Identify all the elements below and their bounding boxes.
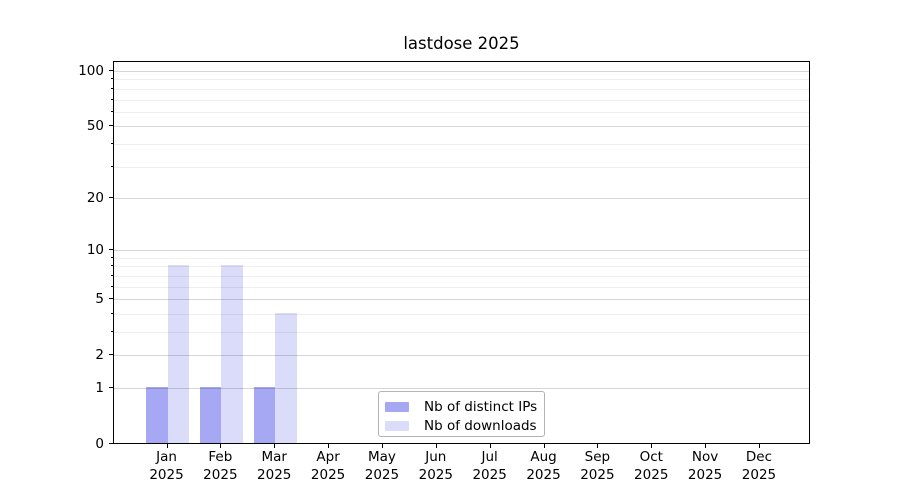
y-tick-mark	[109, 196, 113, 198]
y-tick-mark	[109, 249, 113, 251]
x-tick-label: Jan 2025	[149, 449, 184, 483]
gridline-minor	[114, 275, 809, 277]
x-tick-mark	[705, 444, 707, 448]
y-tick-label: 50	[86, 118, 104, 135]
gridline-minor	[114, 266, 809, 268]
y-tick-mark	[109, 298, 113, 300]
legend-swatch	[385, 401, 409, 412]
x-tick-mark	[328, 444, 330, 448]
legend-label: Nb of distinct IPs	[424, 398, 538, 415]
y-tick-mark	[109, 70, 113, 72]
x-tick-mark	[651, 444, 653, 448]
gridline-minor	[114, 286, 809, 288]
gridline-minor	[114, 143, 809, 145]
gridline-minor	[114, 88, 809, 90]
y-tick-label: 5	[95, 291, 104, 308]
gridline-minor	[114, 79, 809, 81]
legend-swatch	[385, 420, 409, 431]
plot-area	[113, 61, 810, 444]
x-tick-mark	[489, 444, 491, 448]
legend-label: Nb of downloads	[424, 417, 537, 434]
x-tick-mark	[435, 444, 437, 448]
bar-downloads	[167, 265, 189, 443]
x-tick-label: Nov 2025	[687, 449, 723, 483]
y-tick-label: 10	[86, 242, 104, 259]
y-minor-tick-mark	[110, 78, 113, 80]
y-minor-tick-mark	[110, 98, 113, 100]
bars-layer	[114, 62, 809, 443]
x-tick-mark	[597, 444, 599, 448]
x-tick-label: Sep 2025	[580, 449, 615, 483]
gridline-minor	[114, 313, 809, 315]
x-tick-label: Jun 2025	[418, 449, 453, 483]
y-minor-tick-mark	[110, 256, 113, 258]
x-tick-mark	[543, 444, 545, 448]
y-minor-tick-mark	[110, 265, 113, 267]
x-tick-label: Apr 2025	[310, 449, 346, 483]
x-tick-label: Aug 2025	[526, 449, 561, 483]
gridline-minor	[114, 166, 809, 168]
x-tick-mark	[166, 444, 168, 448]
gridline-minor	[114, 99, 809, 101]
gridline-minor	[114, 331, 809, 333]
y-tick-label: 20	[86, 189, 104, 206]
x-tick-label: Feb 2025	[203, 449, 238, 483]
legend-item: Nb of downloads	[385, 416, 544, 435]
x-tick-label: May 2025	[364, 449, 400, 483]
gridline-minor	[114, 111, 809, 113]
y-minor-tick-mark	[110, 142, 113, 144]
x-tick-mark	[220, 444, 222, 448]
x-tick-mark	[274, 444, 276, 448]
y-minor-tick-mark	[110, 312, 113, 314]
legend-items: Nb of distinct IPs Nb of downloads	[385, 397, 544, 435]
y-tick-label: 100	[78, 63, 104, 80]
y-tick-mark	[109, 443, 113, 444]
y-minor-tick-mark	[110, 87, 113, 89]
gridline-minor	[114, 257, 809, 259]
y-tick-label: 0	[95, 436, 104, 452]
y-minor-tick-mark	[110, 110, 113, 112]
grid-layer	[114, 62, 809, 443]
y-minor-tick-mark	[110, 330, 113, 332]
y-tick-mark	[109, 125, 113, 127]
gridline-major	[114, 355, 809, 357]
x-tick-label: Mar 2025	[257, 449, 292, 483]
x-tick-label: Jul 2025	[472, 449, 507, 483]
gridline-major	[114, 71, 809, 73]
gridline-major	[114, 197, 809, 199]
bar-downloads	[275, 312, 297, 443]
chart-title: lastdose 2025	[403, 34, 520, 53]
legend-item: Nb of distinct IPs	[385, 397, 544, 416]
y-minor-tick-mark	[110, 274, 113, 276]
gridline-major	[114, 299, 809, 301]
bar-downloads	[221, 265, 243, 443]
bar-distinct-ips	[146, 387, 168, 443]
y-tick-label: 1	[95, 379, 104, 396]
y-tick-mark	[109, 386, 113, 388]
x-tick-mark	[381, 444, 383, 448]
y-tick-mark	[109, 354, 113, 356]
x-tick-mark	[758, 444, 760, 448]
bar-distinct-ips	[253, 387, 276, 443]
gridline-major	[114, 387, 809, 389]
gridline-major	[114, 250, 809, 252]
y-tick-label: 2	[95, 347, 104, 364]
y-minor-tick-mark	[110, 285, 113, 287]
gridline-major	[114, 126, 809, 128]
y-minor-tick-mark	[110, 165, 113, 167]
legend: Nb of distinct IPs Nb of downloads	[378, 391, 545, 437]
x-tick-label: Oct 2025	[634, 449, 669, 483]
x-tick-label: Dec 2025	[741, 449, 777, 483]
bar-distinct-ips	[199, 387, 222, 443]
